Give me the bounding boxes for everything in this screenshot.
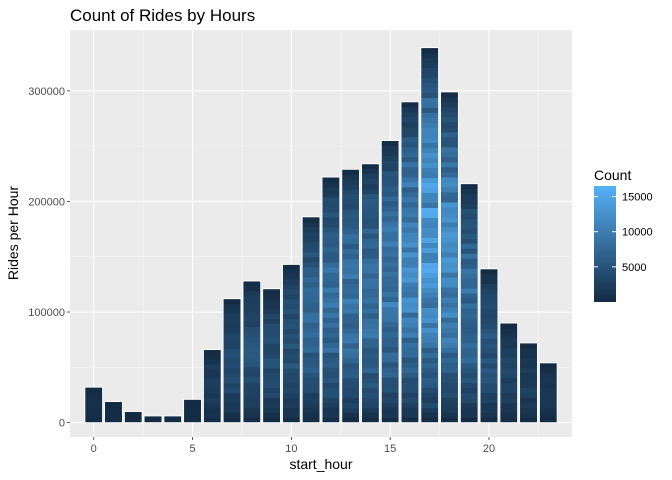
bar-16 <box>400 101 420 424</box>
x-tick-label-0: 0 <box>91 443 97 455</box>
bar-23 <box>538 362 558 424</box>
chart-title: Count of Rides by Hours <box>70 6 255 25</box>
bar-14 <box>361 163 380 424</box>
y-axis-title: Rides per Hour <box>5 186 21 280</box>
bar-9 <box>262 288 281 424</box>
x-tick-label-2: 10 <box>285 443 297 455</box>
y-tick-label-3: 300000 <box>28 86 65 98</box>
y-tick-label-2: 200000 <box>28 196 65 208</box>
bar-20 <box>479 268 499 424</box>
bar-2 <box>123 411 143 424</box>
bar-13 <box>341 168 360 424</box>
legend-ticks: 5000 10000 15000 <box>594 192 653 274</box>
bar-5 <box>183 398 202 424</box>
legend-label-0: 5000 <box>622 262 646 274</box>
legend-title: Count <box>594 167 631 183</box>
legend-colorbar <box>594 186 616 302</box>
bars <box>84 47 558 424</box>
bar-3 <box>143 415 163 424</box>
bar-8 <box>242 280 262 424</box>
bar-4 <box>163 415 183 424</box>
bar-18 <box>440 91 459 424</box>
bar-6 <box>203 349 222 424</box>
bar-11 <box>301 216 321 424</box>
bar-17 <box>420 47 439 424</box>
bar-21 <box>499 322 519 424</box>
x-axis: 0 5 10 15 20 <box>91 437 495 455</box>
bar-15 <box>380 140 400 424</box>
x-tick-label-1: 5 <box>189 443 195 455</box>
y-tick-label-0: 0 <box>59 418 65 430</box>
bar-1 <box>104 401 123 424</box>
bar-0 <box>84 386 104 424</box>
y-tick-label-1: 100000 <box>28 307 65 319</box>
bar-7 <box>222 298 242 424</box>
bar-12 <box>321 176 341 424</box>
legend-label-1: 10000 <box>622 227 653 239</box>
x-tick-label-4: 20 <box>483 443 495 455</box>
x-axis-title: start_hour <box>289 456 352 472</box>
y-axis: 0 100000 200000 300000 <box>28 86 70 430</box>
legend-label-2: 15000 <box>622 192 653 204</box>
legend: Count 5000 10000 15000 <box>594 167 653 302</box>
bar-10 <box>282 264 301 424</box>
x-tick-label-3: 15 <box>384 443 396 455</box>
bar-19 <box>459 183 479 424</box>
bar-22 <box>519 342 538 424</box>
